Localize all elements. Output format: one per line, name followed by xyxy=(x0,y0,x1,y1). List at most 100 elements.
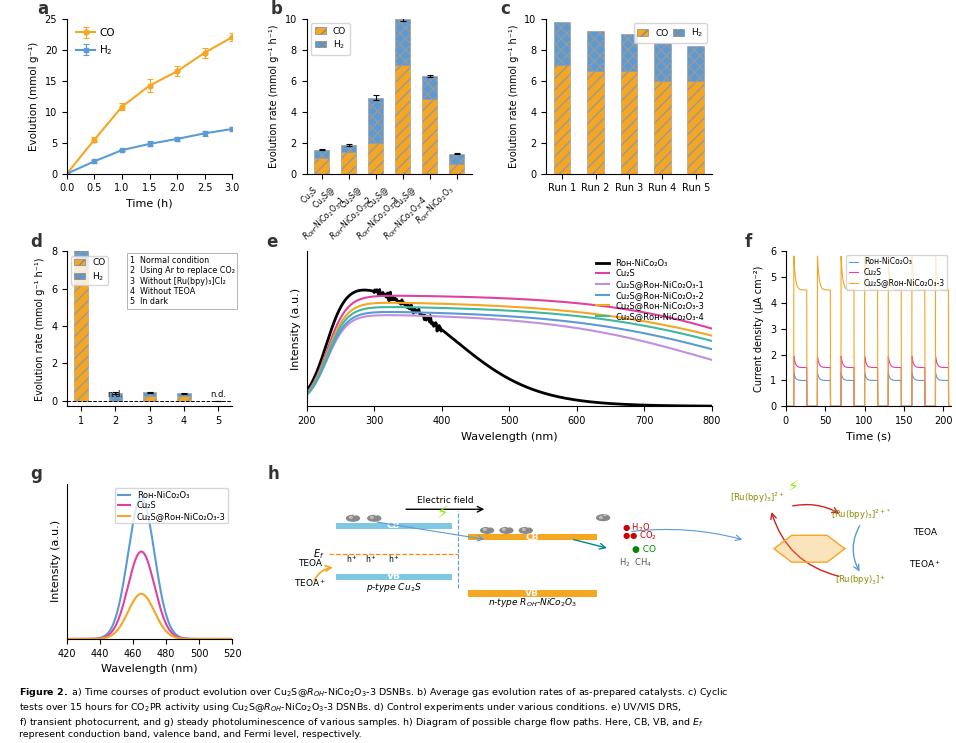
Bar xyxy=(587,31,604,71)
Cu₂S xyxy=(907,358,919,367)
Circle shape xyxy=(347,516,359,521)
Bar xyxy=(75,266,88,400)
Bar xyxy=(341,145,356,152)
Bar xyxy=(142,392,157,396)
Cu₂S@Rᴏʜ-NiCo₂O₃-3 xyxy=(844,285,856,294)
Line: Cu₂S@Rᴏʜ-NiCo₂O₃-3: Cu₂S@Rᴏʜ-NiCo₂O₃-3 xyxy=(67,594,232,639)
Rᴏʜ-NiCo₂O₃ xyxy=(197,635,208,643)
Rᴏʜ-NiCo₂O₃ xyxy=(929,402,941,411)
Text: h: h xyxy=(268,465,280,483)
Text: [Ru(bpy)$_3$]$^+$: [Ru(bpy)$_3$]$^+$ xyxy=(836,573,886,586)
Cu₂S@Rᴏʜ-NiCo₂O₃-3 xyxy=(373,299,384,308)
X-axis label: Time (s): Time (s) xyxy=(846,432,891,441)
Bar xyxy=(341,152,356,174)
Cu₂S@Rᴏʜ-NiCo₂O₃-3 xyxy=(907,270,919,279)
Text: [Ru(bpy)$_3$]$^{2+}$: [Ru(bpy)$_3$]$^{2+}$ xyxy=(730,490,785,504)
Text: TEOA$^+$: TEOA$^+$ xyxy=(909,559,942,571)
Text: n.d.: n.d. xyxy=(107,390,123,399)
Legend: CO, H$_2$: CO, H$_2$ xyxy=(72,24,119,61)
Cu₂S@Rᴏʜ-NiCo₂O₃-3 xyxy=(798,285,810,294)
Circle shape xyxy=(597,515,610,521)
Cu₂S@Rᴏʜ-NiCo₂O₃-2 xyxy=(301,391,313,400)
Cu₂S@Rᴏʜ-NiCo₂O₃-1 xyxy=(373,311,384,319)
Y-axis label: Evolution rate (mmol g⁻¹ h⁻¹): Evolution rate (mmol g⁻¹ h⁻¹) xyxy=(509,25,519,168)
Cu₂S@Rᴏʜ-NiCo₂O₃-1 xyxy=(405,311,417,320)
Rᴏʜ-NiCo₂O₃ xyxy=(405,300,417,309)
Cu₂S@Rᴏʜ-NiCo₂O₃-3 xyxy=(851,402,862,411)
Cu₂S@Rᴏʜ-NiCo₂O₃-4 xyxy=(485,305,496,314)
Cu₂S@Rᴏʜ-NiCo₂O₃-4 xyxy=(301,390,313,399)
Text: VB: VB xyxy=(525,589,539,598)
Text: ⚡: ⚡ xyxy=(436,504,447,522)
Text: n-type $R_{OH}$-NiCo$_2$O$_3$: n-type $R_{OH}$-NiCo$_2$O$_3$ xyxy=(488,596,576,609)
Cu₂S@Rᴏʜ-NiCo₂O₃-3 xyxy=(227,635,238,643)
Bar xyxy=(142,396,157,400)
Y-axis label: Evolution rate (mmol g⁻¹ h⁻¹): Evolution rate (mmol g⁻¹ h⁻¹) xyxy=(35,257,45,400)
Rᴏʜ-NiCo₂O₃ xyxy=(140,502,151,510)
Bar xyxy=(587,71,604,174)
Text: h$^+$: h$^+$ xyxy=(346,553,358,565)
Text: c: c xyxy=(500,0,510,18)
Cu₂S@Rᴏʜ-NiCo₂O₃-1 xyxy=(572,324,583,333)
Y-axis label: Evolution (mmol g⁻¹): Evolution (mmol g⁻¹) xyxy=(29,42,39,151)
Cu₂S@Rᴏʜ-NiCo₂O₃-4 xyxy=(373,303,384,312)
Cu₂S xyxy=(780,402,792,411)
Polygon shape xyxy=(774,535,845,562)
Text: e$^-$: e$^-$ xyxy=(482,527,492,534)
Legend: Rᴏʜ-NiCo₂O₃, Cu₂S, Cu₂S@Rᴏʜ-NiCo₂O₃-3: Rᴏʜ-NiCo₂O₃, Cu₂S, Cu₂S@Rᴏʜ-NiCo₂O₃-3 xyxy=(846,255,947,290)
Line: Cu₂S: Cu₂S xyxy=(786,356,951,406)
Cu₂S@Rᴏʜ-NiCo₂O₃-1 xyxy=(382,311,394,319)
Text: e$^-$: e$^-$ xyxy=(348,514,358,522)
Cu₂S@Rᴏʜ-NiCo₂O₃-3 xyxy=(788,252,799,261)
Text: 1  Normal condition
2  Using Ar to replace CO₂
3  Without [Ru(bpy)₃]Cl₂
4  Witho: 1 Normal condition 2 Using Ar to replace… xyxy=(130,256,235,306)
Cu₂S xyxy=(61,635,73,643)
Bar xyxy=(449,164,465,174)
Cu₂S xyxy=(223,635,234,643)
Line: Rᴏʜ-NiCo₂O₃: Rᴏʜ-NiCo₂O₃ xyxy=(67,498,232,639)
Cu₂S@Rᴏʜ-NiCo₂O₃-3 xyxy=(606,312,618,321)
Cu₂S@Rᴏʜ-NiCo₂O₃-3 xyxy=(151,611,163,620)
Rᴏʜ-NiCo₂O₃ xyxy=(373,290,384,299)
Text: [Ru(bpy)$_3$]$^{2+*}$: [Ru(bpy)$_3$]$^{2+*}$ xyxy=(831,507,891,522)
Legend: CO, H$_2$: CO, H$_2$ xyxy=(311,23,350,54)
Text: $\bf{Figure\ 2.}$ a) Time courses of product evolution over Cu$_2$S@$R_{OH}$-NiC: $\bf{Figure\ 2.}$ a) Time courses of pro… xyxy=(19,687,728,739)
Cu₂S@Rᴏʜ-NiCo₂O₃-1 xyxy=(606,330,618,339)
Rᴏʜ-NiCo₂O₃ xyxy=(540,389,552,398)
Cu₂S xyxy=(485,293,496,302)
Bar xyxy=(177,393,190,396)
Bar xyxy=(467,591,597,597)
Bar xyxy=(423,76,437,100)
Line: Cu₂S@Rᴏʜ-NiCo₂O₃-4: Cu₂S@Rᴏʜ-NiCo₂O₃-4 xyxy=(307,307,711,395)
Text: TEOA: TEOA xyxy=(298,559,322,568)
Rᴏʜ-NiCo₂O₃ xyxy=(141,505,153,514)
Cu₂S@Rᴏʜ-NiCo₂O₃-3 xyxy=(886,283,898,292)
Rᴏʜ-NiCo₂O₃ xyxy=(788,369,799,377)
Text: e$^-$: e$^-$ xyxy=(369,514,380,522)
Bar xyxy=(315,149,329,158)
Cu₂S@Rᴏʜ-NiCo₂O₃-3 xyxy=(140,592,151,601)
Y-axis label: Evolution rate (mmol g⁻¹ h⁻¹): Evolution rate (mmol g⁻¹ h⁻¹) xyxy=(269,25,279,168)
Bar xyxy=(449,154,465,164)
Bar xyxy=(177,396,190,400)
Text: $E_f$: $E_f$ xyxy=(314,548,325,561)
Bar xyxy=(336,523,451,529)
Cu₂S xyxy=(798,363,810,372)
Bar xyxy=(423,100,437,174)
Cu₂S@Rᴏʜ-NiCo₂O₃-4 xyxy=(572,311,583,320)
Rᴏʜ-NiCo₂O₃ xyxy=(798,376,810,385)
Text: CB: CB xyxy=(526,533,539,542)
Rᴏʜ-NiCo₂O₃ xyxy=(907,373,919,382)
Bar xyxy=(396,19,410,65)
Cu₂S@Rᴏʜ-NiCo₂O₃-4 xyxy=(606,316,618,325)
Cu₂S xyxy=(886,363,898,372)
Cu₂S xyxy=(227,635,238,643)
Line: Cu₂S: Cu₂S xyxy=(307,296,711,393)
Y-axis label: Intensity (a.u.): Intensity (a.u.) xyxy=(52,520,61,603)
Text: ⚡: ⚡ xyxy=(788,479,798,494)
Text: TEOA: TEOA xyxy=(913,528,938,536)
Circle shape xyxy=(368,516,380,521)
Cu₂S@Rᴏʜ-NiCo₂O₃-3 xyxy=(197,635,208,643)
Cu₂S xyxy=(136,547,147,556)
Bar xyxy=(620,71,638,174)
Rᴏʜ-NiCo₂O₃ xyxy=(227,635,238,643)
